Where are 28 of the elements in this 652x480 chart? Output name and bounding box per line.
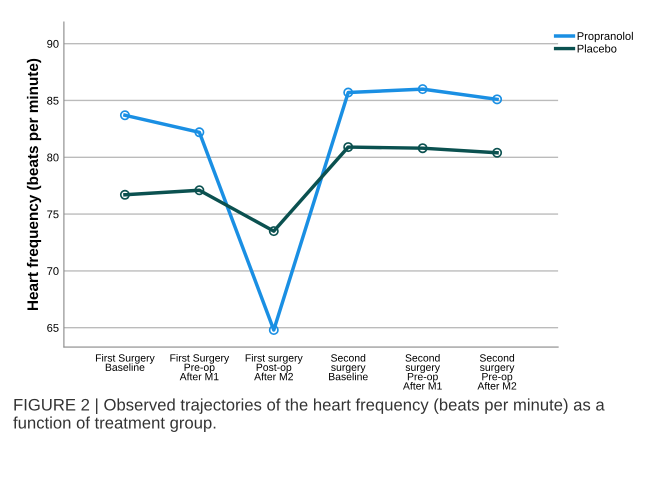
- point: [343, 88, 354, 98]
- caption: FIGURE 2 | Observed trajectories of the heart frequency (beats per minute) as a function of treatment group.: [13, 398, 605, 432]
- point: [492, 94, 502, 104]
- point: [418, 84, 428, 94]
- point: [194, 127, 204, 138]
- point: [194, 185, 204, 196]
- point: [492, 148, 502, 158]
- point: [120, 190, 130, 200]
- point: [120, 110, 130, 120]
- y-tick-label: 85: [47, 96, 59, 105]
- point: [418, 143, 428, 154]
- y-axis-title: Heart frequency (beats per minute): [26, 58, 42, 310]
- point: [268, 324, 279, 335]
- point: [343, 142, 354, 152]
- x-tick-label: First surgery Post-op After M2: [246, 354, 303, 380]
- legend-label: Propranolol: [578, 32, 633, 42]
- y-tick-label: 80: [47, 154, 59, 162]
- y-tick-label: 75: [47, 210, 59, 218]
- legend-label: Placebo: [578, 44, 616, 53]
- x-tick-label: First Surgery Baseline: [96, 354, 155, 371]
- x-tick-label: Second surgery Pre-op After M1: [402, 354, 442, 390]
- x-tick-label: First Surgery Pre-op After M1: [170, 354, 230, 380]
- point: [268, 226, 279, 236]
- y-tick-label: 65: [47, 324, 59, 332]
- x-tick-label: Second surgery Baseline: [329, 354, 368, 380]
- y-tick-label: 90: [47, 40, 59, 48]
- x-tick-label: Second surgery Pre-op After M2: [477, 354, 516, 390]
- y-tick-label: 70: [47, 267, 59, 276]
